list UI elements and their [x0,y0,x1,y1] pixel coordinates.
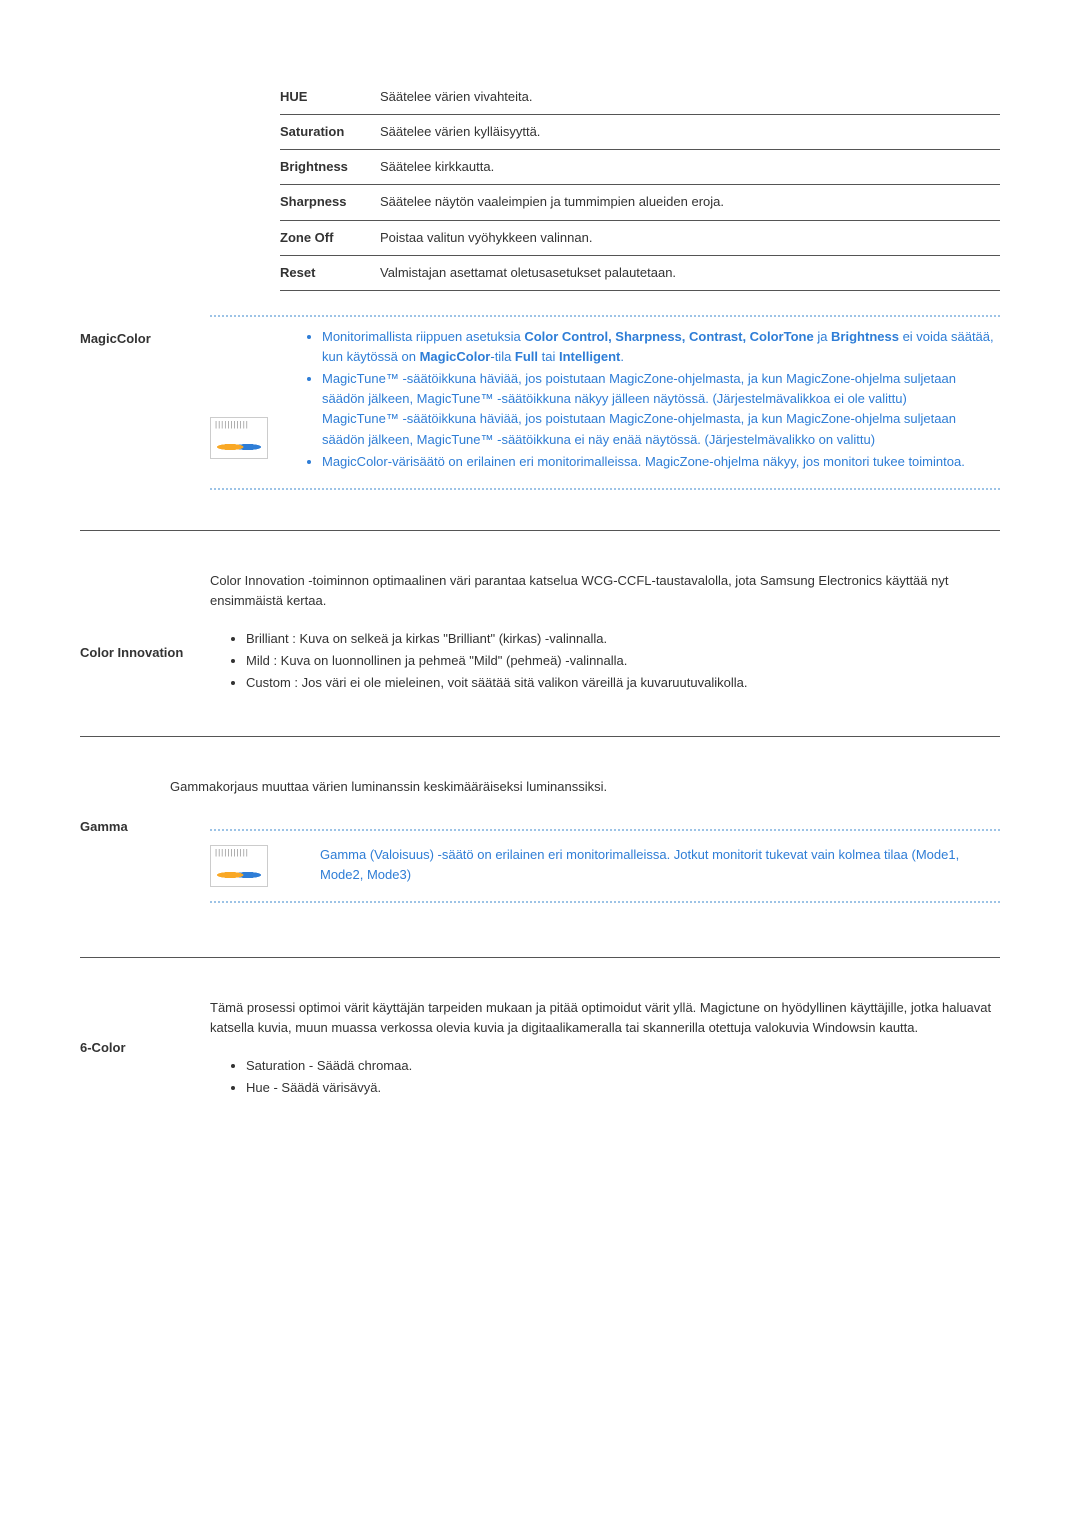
def-desc: Säätelee värien vivahteita. [380,80,1000,115]
sixcolor-list: Saturation - Säädä chromaa. Hue - Säädä … [210,1056,1000,1098]
gamma-label: Gamma [80,815,210,837]
def-desc: Säätelee näytön vaaleimpien ja tummimpie… [380,185,1000,220]
colorinnovation-list: Brilliant : Kuva on selkeä ja kirkas "Br… [210,629,1000,693]
magictune-icon [210,417,268,459]
def-term: Saturation [280,115,380,150]
list-item: Hue - Säädä värisävyä. [246,1078,1000,1098]
def-term: HUE [280,80,380,115]
magiccolor-label: MagicColor [80,327,210,349]
def-term: Reset [280,255,380,290]
list-item: Saturation - Säädä chromaa. [246,1056,1000,1076]
dotted-divider [210,829,1000,831]
magiccolor-item-3: MagicColor-värisäätö on erilainen eri mo… [322,452,1000,472]
sixcolor-section: 6-Color Tämä prosessi optimoi värit käyt… [80,998,1000,1101]
gamma-section: Gammakorjaus muuttaa värien luminanssin … [80,777,1000,917]
colorinnovation-section: Color Innovation Color Innovation -toimi… [80,571,1000,696]
section-divider [80,957,1000,958]
dotted-divider [210,488,1000,490]
dotted-divider [210,315,1000,317]
section-divider [80,736,1000,737]
def-desc: Säätelee värien kylläisyyttä. [380,115,1000,150]
def-term: Sharpness [280,185,380,220]
dotted-divider [210,901,1000,903]
def-term: Zone Off [280,220,380,255]
def-term: Brightness [280,150,380,185]
gamma-note: Gamma (Valoisuus) -säätö on erilainen er… [300,845,1000,885]
definition-table: HUESäätelee värien vivahteita. Saturatio… [280,80,1000,291]
magiccolor-list: Monitorimallista riippuen asetuksia Colo… [300,327,1000,474]
gamma-intro: Gammakorjaus muuttaa värien luminanssin … [170,777,1000,797]
magiccolor-section: MagicColor Monitorimallista riippuen ase… [80,327,1000,474]
colorinnovation-intro: Color Innovation -toiminnon optimaalinen… [210,571,1000,611]
sixcolor-intro: Tämä prosessi optimoi värit käyttäjän ta… [210,998,1000,1038]
magiccolor-item-2: MagicTune™ -säätöikkuna häviää, jos pois… [322,369,1000,450]
magiccolor-item-1: Monitorimallista riippuen asetuksia Colo… [322,327,1000,367]
def-desc: Valmistajan asettamat oletusasetukset pa… [380,255,1000,290]
list-item: Mild : Kuva on luonnollinen ja pehmeä "M… [246,651,1000,671]
list-item: Brilliant : Kuva on selkeä ja kirkas "Br… [246,629,1000,649]
def-desc: Poistaa valitun vyöhykkeen valinnan. [380,220,1000,255]
section-divider [80,530,1000,531]
magictune-icon [210,845,268,887]
list-item: Custom : Jos väri ei ole mieleinen, voit… [246,673,1000,693]
def-desc: Säätelee kirkkautta. [380,150,1000,185]
